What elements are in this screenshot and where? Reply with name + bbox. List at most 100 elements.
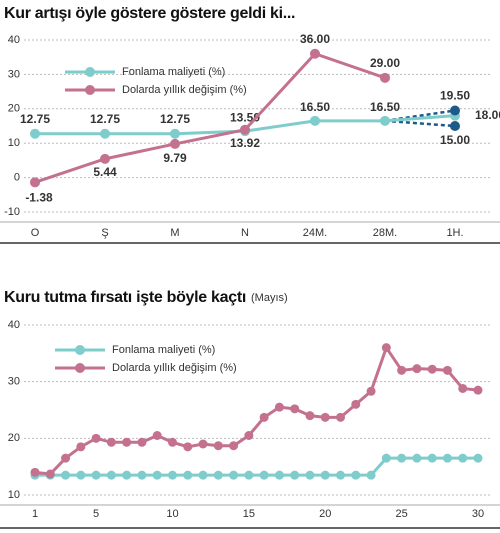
legend-label: Fonlama maliyeti (%): [122, 66, 225, 78]
value-label: 9.79: [163, 151, 187, 165]
series-line: [35, 456, 478, 477]
marker: [381, 453, 391, 463]
value-label: 5.44: [93, 165, 117, 179]
marker: [473, 453, 483, 463]
scenario-line: [384, 119, 456, 128]
x-tick-label: 5: [93, 508, 99, 520]
x-tick-label: 20: [319, 508, 331, 520]
marker: [351, 399, 361, 409]
x-tick-label: 25: [395, 508, 407, 520]
marker: [30, 128, 40, 139]
marker: [198, 470, 208, 480]
marker: [30, 467, 40, 477]
x-tick-label: 30: [472, 508, 484, 520]
y-tick-label: 20: [8, 432, 20, 444]
chart-title: Kur artışı öyle göstere göstere geldi ki…: [4, 5, 295, 22]
marker: [213, 441, 223, 451]
y-tick-label: 40: [8, 319, 20, 331]
value-label: 12.75: [20, 112, 50, 126]
value-label: -1.38: [25, 191, 53, 205]
y-tick-label: 40: [8, 34, 20, 46]
marker: [106, 437, 116, 447]
y-tick-label: 10: [8, 137, 20, 149]
legend-marker: [85, 85, 95, 95]
legend-marker: [75, 345, 85, 355]
marker: [152, 470, 162, 480]
title-text: Kuru tutma fırsatı işte böyle kaçtı: [4, 289, 246, 306]
marker: [366, 470, 376, 480]
marker: [229, 441, 239, 451]
y-tick-label: -10: [4, 206, 20, 218]
marker: [91, 470, 101, 480]
marker: [170, 128, 180, 139]
scenario-line: [384, 109, 456, 123]
marker: [76, 442, 86, 452]
marker: [381, 343, 391, 353]
x-tick-label: 15: [243, 508, 255, 520]
y-tick-label: 30: [8, 376, 20, 388]
y-tick-label: 20: [8, 103, 20, 115]
x-tick-label: O: [31, 227, 40, 239]
legend-marker: [75, 363, 85, 373]
marker: [412, 364, 422, 374]
marker: [137, 437, 147, 447]
marker: [290, 470, 300, 480]
marker: [30, 177, 40, 188]
marker: [240, 124, 250, 135]
marker: [366, 386, 376, 396]
value-label: 16.50: [300, 100, 330, 114]
marker: [351, 470, 361, 480]
marker: [183, 442, 193, 452]
chart-subtitle: (Mayıs): [251, 292, 288, 304]
marker: [380, 72, 390, 83]
legend-marker: [85, 67, 95, 77]
marker: [100, 153, 110, 164]
marker: [198, 439, 208, 449]
marker: [397, 365, 407, 375]
marker: [152, 431, 162, 440]
marker: [305, 411, 315, 421]
marker: [274, 402, 284, 412]
marker: [320, 412, 330, 422]
marker: [380, 115, 390, 126]
marker: [122, 470, 132, 480]
marker: [274, 470, 284, 480]
value-label: 15.00: [440, 133, 470, 147]
marker: [170, 138, 180, 149]
marker: [213, 470, 223, 480]
marker: [427, 453, 437, 463]
marker: [122, 437, 132, 447]
marker: [167, 437, 177, 447]
y-tick-label: 30: [8, 68, 20, 80]
marker: [183, 470, 193, 480]
y-tick-label: 0: [14, 172, 20, 184]
x-tick-label: 1: [32, 508, 38, 520]
chart-title: Kuru tutma fırsatı işte böyle kaçtı (Mayı…: [4, 289, 288, 306]
marker: [259, 470, 269, 480]
legend-label: Dolarda yıllık değişim (%): [112, 362, 237, 374]
marker: [229, 470, 239, 480]
marker: [450, 105, 460, 116]
marker: [336, 470, 346, 480]
marker: [458, 383, 468, 393]
marker: [290, 404, 300, 414]
marker: [442, 453, 452, 463]
marker: [244, 470, 254, 480]
marker: [310, 48, 320, 59]
y-tick-label: 10: [8, 489, 20, 501]
marker: [91, 433, 101, 443]
marker: [397, 453, 407, 463]
x-tick-label: M: [170, 227, 179, 239]
marker: [137, 470, 147, 480]
marker: [61, 470, 71, 480]
value-label: 18.00: [475, 108, 500, 122]
marker: [310, 115, 320, 126]
value-label: 19.50: [440, 89, 470, 103]
marker: [336, 412, 346, 422]
marker: [45, 469, 55, 479]
value-label: 29.00: [370, 56, 400, 70]
value-label: 12.75: [90, 112, 120, 126]
marker: [458, 453, 468, 463]
value-label: 36.00: [300, 32, 330, 46]
